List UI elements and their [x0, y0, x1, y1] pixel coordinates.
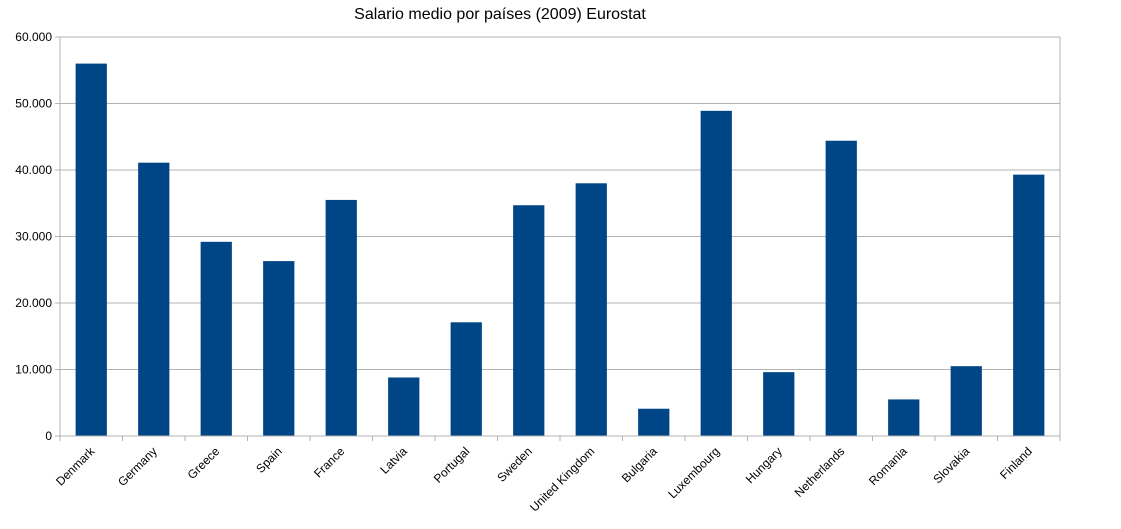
x-tick-label: Sweden: [494, 444, 535, 485]
bar-germany: [138, 162, 170, 436]
x-tick-label: France: [311, 444, 348, 481]
x-tick-label: Portugal: [431, 444, 473, 486]
x-tick-label: United Kingdom: [527, 444, 597, 514]
x-tick-label: Slovakia: [930, 444, 972, 486]
x-tick-label: Romania: [866, 444, 910, 488]
x-tick-label: Hungary: [743, 444, 785, 486]
y-tick-label: 10.000: [15, 363, 52, 377]
bar-united-kingdom: [575, 183, 607, 436]
bar-luxembourg: [700, 110, 732, 436]
bar-bulgaria: [638, 408, 670, 436]
y-tick-labels: 0 10.000 20.000 30.000 40.000 50.000 60.000: [15, 30, 52, 443]
y-tick-label: 50.000: [15, 97, 52, 111]
x-tick-label: Germany: [115, 444, 160, 489]
x-tick-label: Greece: [185, 444, 223, 482]
x-tick-label: Finland: [997, 444, 1035, 482]
x-tick-label: Luxembourg: [665, 444, 722, 501]
x-tick-labels: Denmark Germany Greece Spain France Latvia Por…: [53, 444, 1035, 515]
bar-netherlands: [825, 140, 857, 437]
bar-spain: [263, 261, 295, 436]
chart-title: Salario medio por países (2009) Eurostat: [354, 6, 646, 23]
bar-slovakia: [950, 366, 982, 436]
x-tick-label: Bulgaria: [619, 444, 660, 485]
bar-romania: [888, 399, 920, 436]
y-tick-label: 30.000: [15, 230, 52, 244]
bars: [75, 63, 1045, 437]
x-tick-label: Latvia: [377, 444, 410, 477]
y-tick-label: 40.000: [15, 163, 52, 177]
bar-hungary: [763, 372, 795, 436]
bar-france: [325, 199, 357, 436]
bar-denmark: [75, 63, 107, 436]
y-tick-label: 60.000: [15, 30, 52, 44]
x-tick-label: Netherlands: [792, 444, 848, 500]
bar-portugal: [450, 322, 482, 436]
x-tick-label: Denmark: [53, 444, 98, 489]
axes: [55, 36, 1061, 441]
bar-sweden: [513, 205, 545, 436]
bar-greece: [200, 241, 232, 436]
y-tick-label: 0: [45, 429, 52, 443]
bar-latvia: [388, 377, 420, 436]
y-tick-label: 20.000: [15, 296, 52, 310]
x-tick-label: Spain: [253, 444, 285, 476]
bar-finland: [1013, 174, 1045, 436]
